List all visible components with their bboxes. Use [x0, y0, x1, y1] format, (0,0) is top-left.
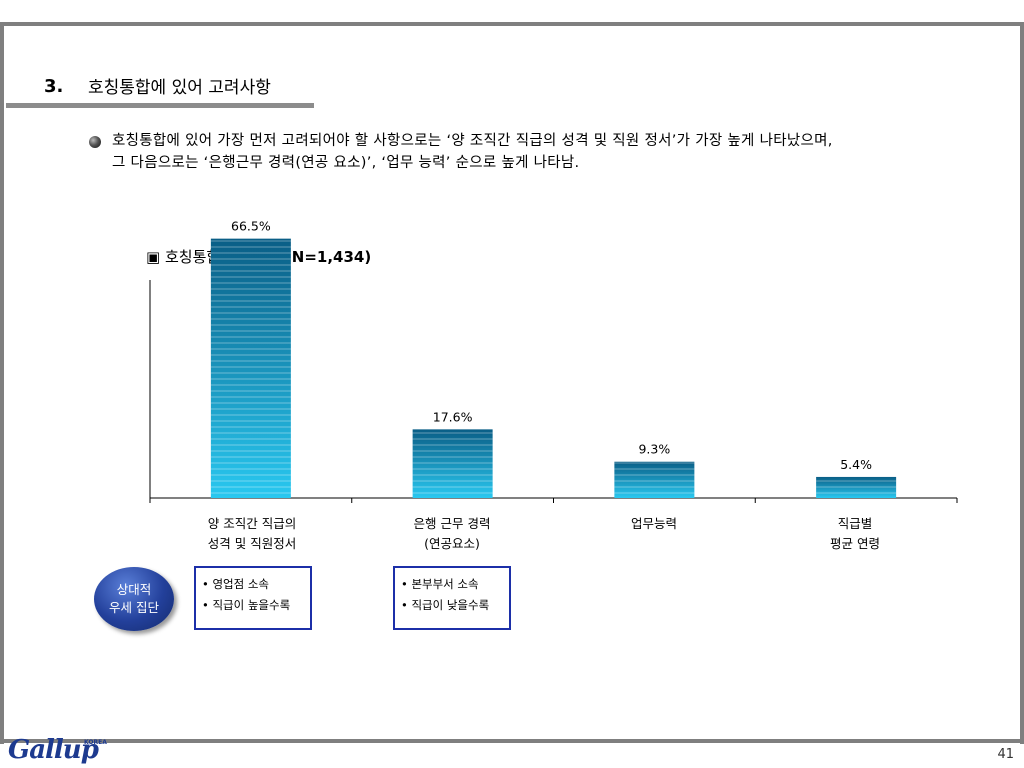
group-box-1-item-1: • 영업점 소속	[202, 577, 269, 591]
chart-title-marker: ▣	[146, 248, 161, 266]
frame-bottom-border	[0, 739, 1024, 743]
page-number: 41	[997, 747, 1014, 762]
summary-text: 호칭통합에 있어 가장 먼저 고려되어야 할 사항으로는 ‘양 조직간 직급의 …	[112, 130, 992, 174]
bullet-icon	[89, 136, 101, 148]
bar-2-texture	[412, 429, 493, 498]
category-label-3: 업무능력	[564, 514, 744, 534]
summary-line-1: 호칭통합에 있어 가장 먼저 고려되어야 할 사항으로는 ‘양 조직간 직급의 …	[112, 133, 833, 149]
bar-1-value-label: 66.5%	[231, 219, 271, 234]
gallup-logo: Gallup	[8, 735, 99, 765]
title-underline	[6, 103, 314, 108]
frame-left-border	[0, 22, 4, 744]
bar-3-value-label: 9.3%	[638, 442, 670, 457]
bar-3-texture	[614, 461, 695, 498]
group-box-1-item-2: • 직급이 높을수록	[202, 598, 291, 612]
badge-line-2: 우세 집단	[109, 600, 159, 615]
dominant-group-badge: 상대적 우세 집단	[94, 567, 174, 631]
category-label-3-line-1: 업무능력	[630, 516, 677, 531]
category-label-4-line-1: 직급별	[837, 516, 873, 531]
chart-title-sample-size: (N=1,434)	[284, 248, 372, 266]
frame-right-border	[1020, 22, 1024, 744]
group-box-2-item-2: • 직급이 낮을수록	[401, 598, 490, 612]
bar-1-texture	[210, 238, 291, 498]
frame-top-border	[0, 22, 1024, 26]
group-box-1: • 영업점 소속 • 직급이 높을수록	[194, 566, 312, 630]
category-label-1-line-1: 양 조직간 직급의	[207, 516, 297, 531]
gallup-logo-korea: KOREA	[84, 739, 107, 746]
section-title: 호칭통합에 있어 고려사항	[88, 78, 271, 98]
bar-2-value-label: 17.6%	[433, 409, 473, 424]
category-label-1-line-2: 성격 및 직원정서	[207, 536, 297, 551]
category-label-2: 은행 근무 경력 (연공요소)	[362, 514, 542, 554]
category-label-4: 직급별 평균 연령	[765, 514, 945, 554]
section-number: 3.	[44, 76, 64, 97]
category-label-2-line-2: (연공요소)	[424, 536, 480, 551]
badge-line-1: 상대적	[116, 582, 152, 597]
bar-4-texture	[816, 476, 897, 498]
group-box-2-item-1: • 본부부서 소속	[401, 577, 479, 591]
category-label-2-line-1: 은행 근무 경력	[413, 516, 491, 531]
category-label-4-line-2: 평균 연령	[830, 536, 880, 551]
category-label-1: 양 조직간 직급의 성격 및 직원정서	[162, 514, 342, 554]
summary-line-2: 그 다음으로는 ‘은행근무 경력(연공 요소)’, ‘업무 능력’ 순으로 높게…	[112, 155, 580, 171]
bar-4-value-label: 5.4%	[840, 457, 872, 472]
group-box-2: • 본부부서 소속 • 직급이 낮을수록	[393, 566, 511, 630]
